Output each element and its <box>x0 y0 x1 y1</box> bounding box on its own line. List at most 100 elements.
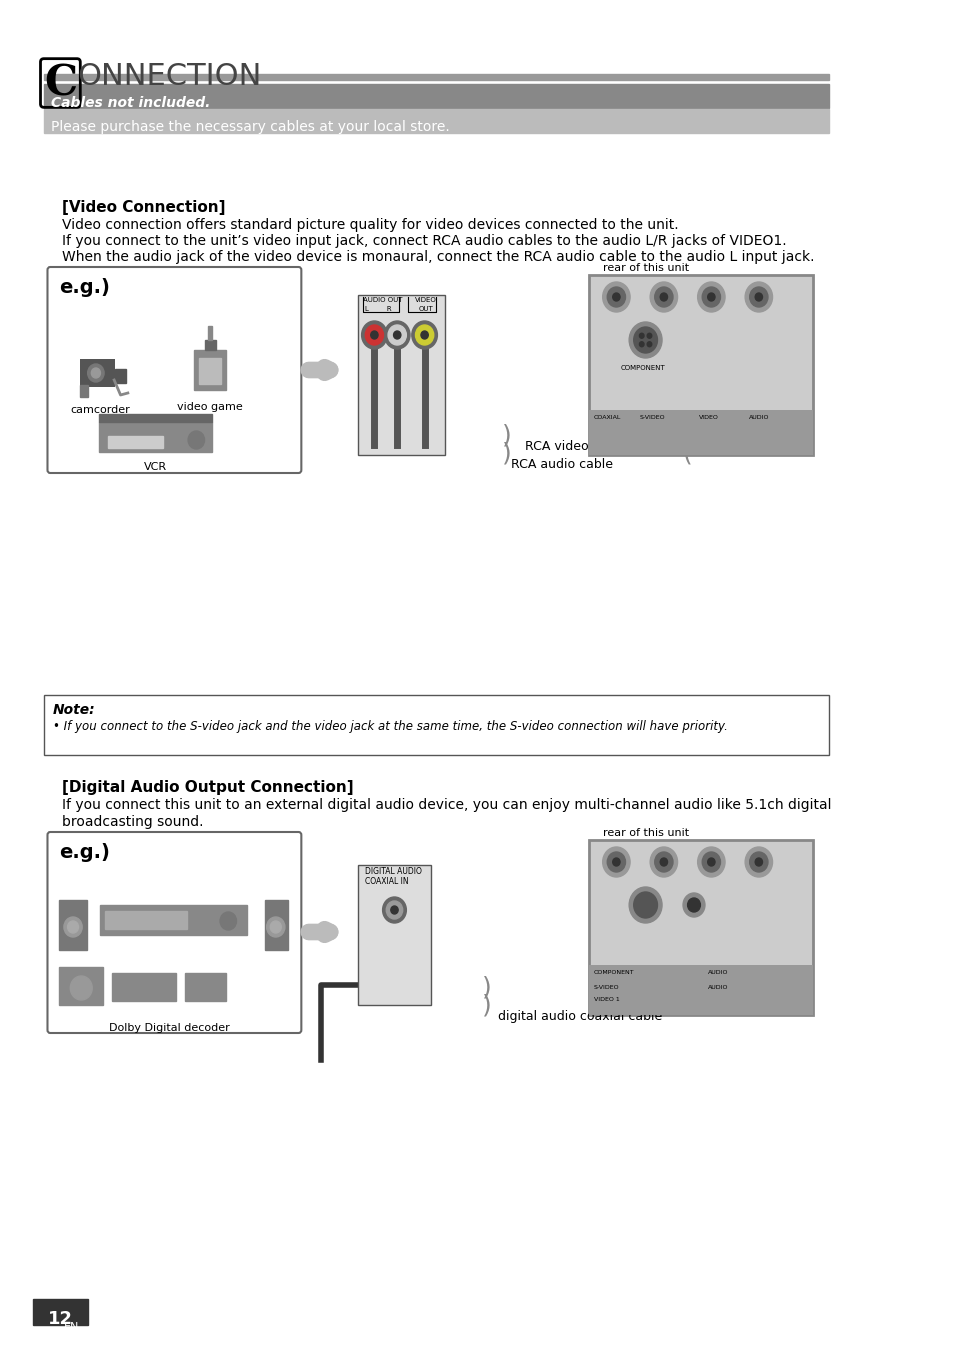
Text: COMPONENT: COMPONENT <box>593 971 634 975</box>
Text: [Video Connection]: [Video Connection] <box>62 200 225 214</box>
Circle shape <box>602 282 629 311</box>
Circle shape <box>365 325 383 345</box>
Bar <box>44 696 828 755</box>
Bar <box>588 410 812 456</box>
Circle shape <box>682 892 704 917</box>
Bar <box>44 84 828 108</box>
Circle shape <box>654 287 672 307</box>
Circle shape <box>394 332 400 338</box>
Circle shape <box>382 896 406 923</box>
Bar <box>199 359 221 384</box>
Text: AUDIO: AUDIO <box>748 415 768 421</box>
Circle shape <box>650 282 677 311</box>
Circle shape <box>687 898 700 913</box>
Circle shape <box>91 368 100 377</box>
Text: OUT: OUT <box>417 306 433 311</box>
Bar <box>98 422 212 452</box>
Text: camcorder: camcorder <box>71 404 131 415</box>
Bar <box>588 275 812 456</box>
Bar <box>59 900 87 950</box>
Bar <box>112 973 176 1002</box>
Circle shape <box>607 287 625 307</box>
Text: C: C <box>44 62 77 104</box>
Bar <box>108 435 162 448</box>
Text: If you connect this unit to an external digital audio device, you can enjoy mult: If you connect this unit to an external … <box>62 798 831 811</box>
Text: Note:: Note: <box>53 704 95 717</box>
Circle shape <box>701 287 720 307</box>
Circle shape <box>650 847 677 878</box>
Circle shape <box>744 847 772 878</box>
Bar <box>59 967 103 1006</box>
Circle shape <box>701 852 720 872</box>
Text: DIGITAL AUDIO
COAXIAL IN: DIGITAL AUDIO COAXIAL IN <box>365 867 421 887</box>
Bar <box>185 973 226 1002</box>
Circle shape <box>384 321 410 349</box>
Circle shape <box>749 852 767 872</box>
Circle shape <box>654 852 672 872</box>
Bar <box>80 359 115 387</box>
Text: Cables not included.: Cables not included. <box>51 96 211 111</box>
Bar <box>44 109 828 133</box>
Circle shape <box>697 282 724 311</box>
Text: rear of this unit: rear of this unit <box>602 263 688 274</box>
Text: RCA video cable: RCA video cable <box>524 439 626 453</box>
Circle shape <box>612 293 619 301</box>
Circle shape <box>755 857 761 865</box>
Circle shape <box>659 293 667 301</box>
Circle shape <box>633 892 657 918</box>
Text: S-VIDEO: S-VIDEO <box>639 415 664 421</box>
Bar <box>208 326 212 340</box>
Text: (: ( <box>682 441 692 465</box>
Circle shape <box>639 342 643 346</box>
Text: ): ) <box>481 993 492 1016</box>
Text: AUDIO OUT: AUDIO OUT <box>362 297 401 303</box>
Circle shape <box>420 332 428 338</box>
Circle shape <box>88 364 104 381</box>
Bar <box>357 865 431 1006</box>
Text: ONNECTION: ONNECTION <box>77 62 262 92</box>
FancyBboxPatch shape <box>48 267 301 473</box>
Bar <box>193 350 226 390</box>
Circle shape <box>707 293 714 301</box>
Circle shape <box>633 328 657 353</box>
Bar <box>265 900 288 950</box>
Bar <box>32 1299 88 1325</box>
Circle shape <box>64 917 82 937</box>
Text: S-VIDEO: S-VIDEO <box>593 985 618 989</box>
Text: If you connect to the unit’s video input jack, connect RCA audio cables to the a: If you connect to the unit’s video input… <box>62 235 786 248</box>
FancyBboxPatch shape <box>48 832 301 1033</box>
Circle shape <box>412 321 436 349</box>
Bar <box>588 965 812 1015</box>
Text: e.g.): e.g.) <box>59 842 111 861</box>
Circle shape <box>391 906 397 914</box>
Text: VIDEO: VIDEO <box>415 297 436 303</box>
Text: video game: video game <box>177 402 243 412</box>
Circle shape <box>639 333 643 338</box>
Text: e.g.): e.g.) <box>59 278 111 297</box>
Circle shape <box>707 857 714 865</box>
Circle shape <box>646 342 651 346</box>
Text: ): ) <box>481 976 492 1000</box>
Bar <box>115 369 126 383</box>
Circle shape <box>68 921 78 933</box>
Text: Video connection offers standard picture quality for video devices connected to : Video connection offers standard picture… <box>62 218 678 232</box>
Circle shape <box>266 917 285 937</box>
Circle shape <box>744 282 772 311</box>
Circle shape <box>371 332 377 338</box>
Text: COMPONENT: COMPONENT <box>620 365 665 371</box>
Text: 12: 12 <box>49 1310 73 1328</box>
Circle shape <box>629 322 661 359</box>
Text: Dolby Digital decoder: Dolby Digital decoder <box>109 1023 229 1033</box>
Circle shape <box>71 976 92 1000</box>
Text: ): ) <box>501 423 512 448</box>
Bar <box>357 295 444 456</box>
Circle shape <box>755 293 761 301</box>
Circle shape <box>386 900 402 919</box>
Text: L        R: L R <box>365 306 392 311</box>
Text: ): ) <box>501 441 512 465</box>
Text: digital audio coaxial cable: digital audio coaxial cable <box>497 1010 661 1023</box>
Text: • If you connect to the S-video jack and the video jack at the same time, the S-: • If you connect to the S-video jack and… <box>53 720 727 733</box>
Text: VCR: VCR <box>144 462 167 472</box>
Circle shape <box>270 921 281 933</box>
Bar <box>204 340 215 350</box>
